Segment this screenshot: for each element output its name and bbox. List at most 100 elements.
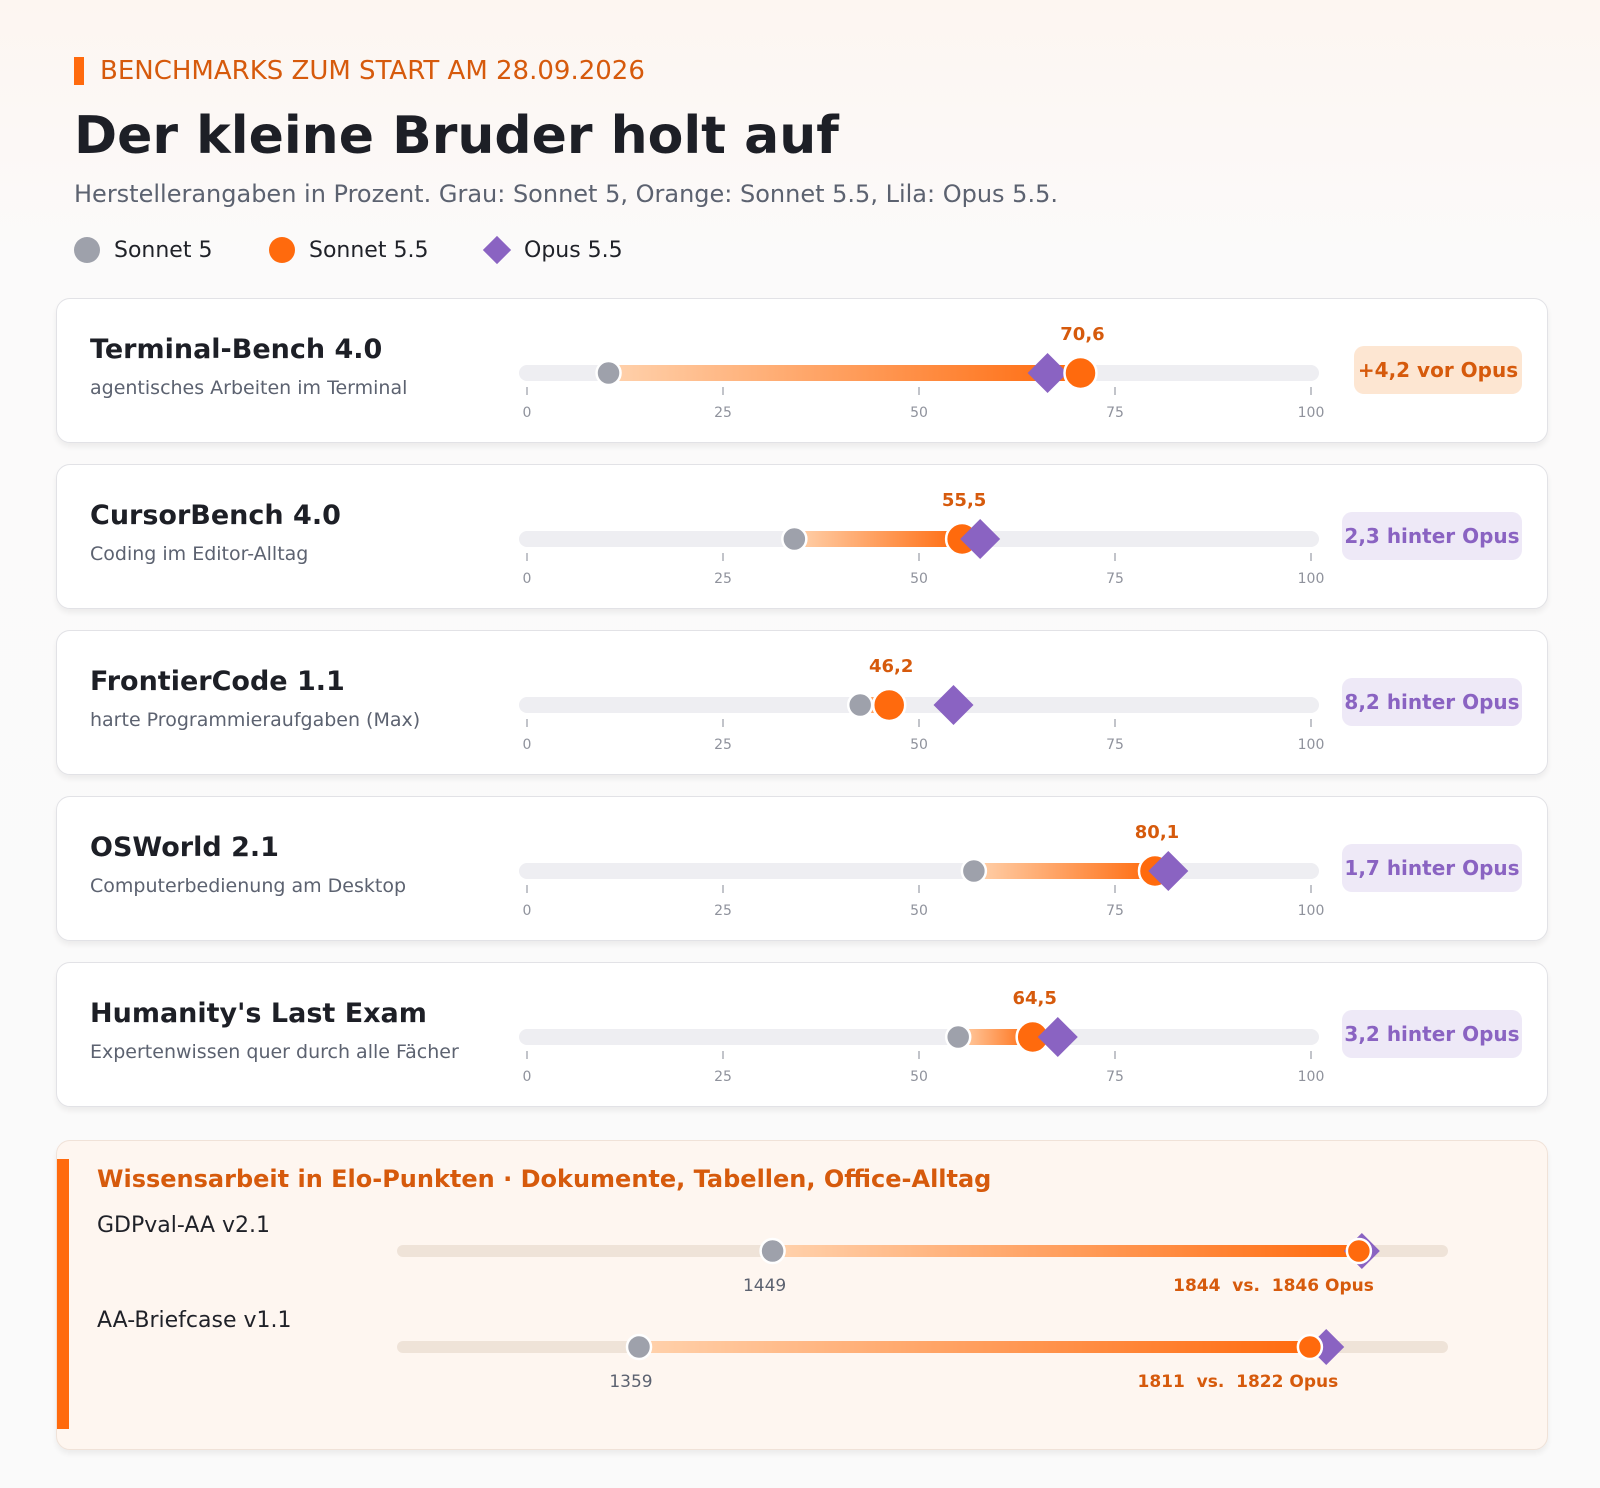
tick-label: 75: [1106, 571, 1124, 587]
tick-label: 75: [1106, 737, 1124, 753]
sonnet55-value-label: 55,5: [942, 490, 986, 511]
eyebrow-text: BENCHMARKS ZUM START AM 28.09.2026: [100, 56, 645, 86]
improvement-bar: [794, 531, 963, 547]
opus55-marker: [1148, 851, 1189, 891]
sonnet55-marker: [1063, 355, 1098, 391]
circle-icon: [74, 237, 100, 263]
benchmark-name: FrontierCode 1.1: [90, 666, 345, 697]
benchmark-name: CursorBench 4.0: [90, 500, 341, 531]
sonnet5-marker: [625, 1333, 653, 1361]
benchmark-name: Terminal-Bench 4.0: [90, 334, 383, 365]
sonnet5-value-label: 1359: [609, 1372, 652, 1392]
benchmark-description: harte Programmieraufgaben (Max): [90, 709, 421, 731]
benchmark-description: Computerbedienung am Desktop: [90, 875, 407, 897]
tick-label: 100: [1298, 737, 1325, 753]
legend-item-sonnet5: Sonnet 5: [74, 232, 212, 268]
improvement-bar: [608, 365, 1081, 381]
elo-improvement-bar: [639, 1341, 1310, 1353]
sonnet5-value-label: 1449: [743, 1276, 786, 1296]
elo-row-name: AA-Briefcase v1.1: [97, 1308, 292, 1333]
sonnet5-marker: [846, 691, 874, 719]
benchmark-name: Humanity's Last Exam: [90, 998, 427, 1029]
benchmark-card: Humanity's Last Exam Expertenwissen quer …: [56, 962, 1548, 1107]
delta-badge: +4,2 vor Opus: [1354, 346, 1522, 394]
elo-section: Wissensarbeit in Elo-Punkten · Dokumente…: [56, 1140, 1548, 1450]
tick-label: 25: [714, 1069, 732, 1085]
benchmark-track-chart: 0 25 50 75 100 55,5: [519, 490, 1325, 587]
tick-label: 50: [910, 405, 928, 421]
benchmark-description: Expertenwissen quer durch alle Fächer: [90, 1041, 459, 1063]
eyebrow: BENCHMARKS ZUM START AM 28.09.2026: [74, 56, 645, 86]
tick-label: 75: [1106, 1069, 1124, 1085]
tick-label: 0: [523, 571, 532, 587]
tick-label: 0: [523, 405, 532, 421]
benchmark-description: agentisches Arbeiten im Terminal: [90, 377, 408, 399]
page-subtitle: Herstellerangaben in Prozent. Grau: Sonn…: [74, 180, 1058, 208]
opus55-marker: [960, 519, 1001, 559]
delta-badge: 1,7 hinter Opus: [1342, 844, 1522, 892]
benchmark-track-chart: 0 25 50 75 100 46,2: [519, 656, 1325, 753]
sonnet5-marker: [960, 857, 988, 885]
sonnet55-marker: [1345, 1237, 1373, 1265]
sonnet55-value-label: 46,2: [869, 656, 913, 677]
legend-label: Sonnet 5.5: [309, 237, 429, 263]
tick-label: 25: [714, 571, 732, 587]
sonnet5-marker: [759, 1237, 786, 1265]
tick-label: 50: [910, 903, 928, 919]
benchmark-track-chart: 0 25 50 75 100 64,5: [519, 988, 1325, 1085]
elo-title: Wissensarbeit in Elo-Punkten · Dokumente…: [97, 1165, 992, 1193]
comparison-label: 1811 vs. 1822 Opus: [1137, 1372, 1338, 1392]
benchmark-track-chart: 0 25 50 75 100 80,1: [519, 822, 1325, 919]
sonnet5-marker: [781, 525, 808, 553]
tick-label: 25: [714, 903, 732, 919]
elo-row-name: GDPval-AA v2.1: [97, 1213, 271, 1238]
tick-label: 100: [1298, 571, 1325, 587]
elo-accent-bar: [57, 1159, 69, 1429]
tick-label: 75: [1106, 405, 1124, 421]
elo-improvement-bar: [772, 1245, 1359, 1257]
sonnet5-marker: [595, 359, 622, 387]
tick-label: 0: [523, 737, 532, 753]
benchmark-track-chart: 0 25 50 75 100 70,6: [519, 324, 1325, 421]
delta-badge: 3,2 hinter Opus: [1342, 1010, 1522, 1058]
comparison-label: 1844 vs. 1846 Opus: [1173, 1276, 1374, 1296]
sonnet55-value-label: 70,6: [1060, 324, 1104, 345]
benchmark-card: OSWorld 2.1 Computerbedienung am Desktop 0…: [56, 796, 1548, 941]
page-title: Der kleine Bruder holt auf: [74, 106, 839, 166]
tick-label: 100: [1298, 903, 1325, 919]
delta-badge: 2,3 hinter Opus: [1342, 512, 1522, 560]
eyebrow-accent-bar: [74, 57, 84, 85]
benchmark-name: OSWorld 2.1: [90, 832, 279, 863]
tick-label: 0: [523, 1069, 532, 1085]
elo-chart: 1449 1844 vs. 1846 Opus 1359 1811 vs. 1822 …: [397, 1233, 1448, 1392]
legend-label: Opus 5.5: [524, 237, 623, 263]
benchmark-card: FrontierCode 1.1 harte Programmieraufgabe…: [56, 630, 1548, 775]
circle-icon: [269, 237, 295, 263]
tick-label: 50: [910, 737, 928, 753]
tick-label: 25: [714, 405, 732, 421]
benchmark-description: Coding im Editor-Alltag: [90, 543, 309, 565]
tick-label: 100: [1298, 1069, 1325, 1085]
benchmark-card: CursorBench 4.0 Coding im Editor-Alltag 0 2…: [56, 464, 1548, 609]
opus55-marker: [1037, 1017, 1078, 1057]
tick-label: 75: [1106, 903, 1124, 919]
improvement-bar: [958, 1029, 1033, 1045]
sonnet55-value-label: 80,1: [1135, 822, 1179, 843]
tick-label: 25: [714, 737, 732, 753]
legend-label: Sonnet 5: [114, 237, 213, 263]
diamond-icon: [482, 235, 512, 265]
sonnet55-marker: [871, 687, 907, 723]
opus55-marker: [1027, 353, 1068, 393]
tick-label: 100: [1298, 405, 1325, 421]
improvement-bar: [973, 863, 1155, 879]
tick-label: 50: [910, 571, 928, 587]
tick-label: 0: [523, 903, 532, 919]
sonnet55-value-label: 64,5: [1012, 988, 1056, 1009]
legend-item-opus55: Opus 5.5: [482, 232, 623, 268]
opus55-marker: [933, 685, 974, 725]
delta-badge: 8,2 hinter Opus: [1342, 678, 1522, 726]
tick-label: 50: [910, 1069, 928, 1085]
benchmark-card: Terminal-Bench 4.0 agentisches Arbeiten i…: [56, 298, 1548, 443]
sonnet55-marker: [1296, 1333, 1324, 1361]
sonnet5-marker: [944, 1023, 972, 1051]
